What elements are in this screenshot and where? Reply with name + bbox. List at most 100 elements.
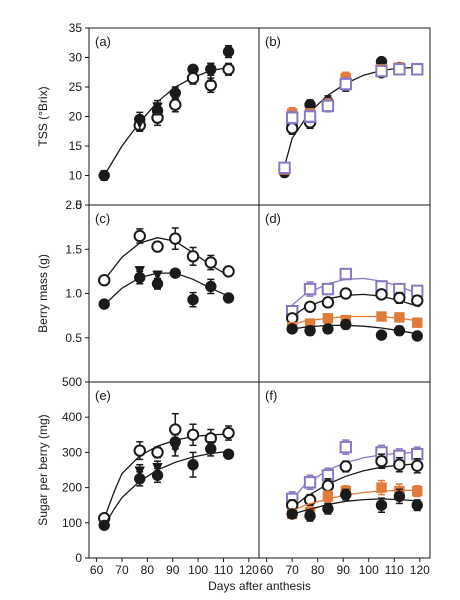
data-point-open-square [411, 447, 424, 461]
data-point-open-square [339, 77, 352, 91]
plot-marks [98, 44, 424, 531]
data-point-filled-square [304, 318, 316, 329]
x-tick-label: 90 [337, 563, 351, 577]
y-tick-label: 2.0 [65, 198, 82, 212]
x-tick-label: 90 [166, 563, 180, 577]
data-point-open-circle [375, 455, 388, 468]
panel-labels: (a) (b) (c) (d) (e) (f) [95, 34, 281, 403]
panel-frame [88, 204, 260, 383]
y-axis-label-sugar: Sugar per berry (mg) [36, 414, 50, 525]
y-tick-label: 20 [69, 110, 83, 124]
data-point-open-circle [375, 288, 388, 301]
data-point-filled-circle [322, 323, 334, 335]
data-point-filled-circle [304, 324, 316, 337]
data-point-filled-triangle [170, 443, 181, 455]
data-point-filled-circle [304, 510, 316, 522]
panel-frame [258, 381, 431, 559]
data-point-filled-square [322, 491, 334, 502]
data-point-filled-circle [393, 490, 406, 503]
data-point-open-circle [339, 460, 352, 473]
data-point-open-circle [133, 444, 146, 457]
data-point-open-square [278, 161, 291, 175]
y-tick-label: 200 [62, 481, 82, 495]
data-point-open-circle [222, 265, 235, 278]
y-tick-label: 25 [69, 80, 83, 94]
panel-label: (c) [95, 211, 110, 226]
data-point-filled-circle [393, 324, 406, 337]
data-point-filled-circle [340, 488, 352, 501]
y-tick-label: 15 [69, 139, 83, 153]
y-tick-label: 1.0 [65, 287, 82, 301]
data-point-filled-circle [98, 169, 110, 182]
y-tick-label: 100 [62, 516, 82, 530]
data-point-open-square [375, 64, 388, 78]
x-tick-label: 100 [359, 563, 379, 577]
x-tick-label: 80 [311, 563, 325, 577]
data-point-open-circle [411, 294, 424, 307]
data-point-filled-square [412, 485, 423, 497]
data-point-open-square [303, 110, 317, 123]
x-tick-label: 70 [285, 563, 299, 577]
x-tick-label: 80 [141, 563, 155, 577]
data-point-filled-circle [222, 45, 235, 58]
data-point-open-circle [285, 312, 299, 325]
data-point-open-circle [321, 479, 335, 493]
x-tick-label: 60 [90, 563, 104, 577]
data-point-filled-square [394, 312, 405, 323]
x-tick-label: 120 [239, 563, 259, 577]
x-tick-label: 60 [260, 563, 274, 577]
y-tick-label: 35 [69, 21, 83, 35]
x-tick-label: 110 [385, 563, 404, 577]
data-point-open-circle [151, 446, 164, 459]
data-point-open-circle [186, 250, 200, 263]
data-point-open-circle [169, 98, 182, 111]
data-point-filled-square [376, 482, 387, 493]
data-point-open-circle [321, 296, 335, 309]
data-point-filled-circle [322, 503, 334, 515]
y-axis-label-tss: TSS (°Brix) [36, 86, 50, 146]
panel-label: (f) [265, 388, 277, 403]
data-point-open-circle [393, 291, 406, 305]
data-point-open-square [393, 63, 406, 76]
fit-curve [103, 433, 229, 519]
x-axis-label: Days after anthesis [208, 579, 311, 593]
axes-ticks: 5 10 15 20 25 30 35 0.5 1.0 1.5 2.0 0 100 200 300 400 50… [62, 21, 430, 577]
data-point-open-circle [151, 240, 164, 253]
data-point-filled-triangle [205, 67, 216, 78]
y-tick-label: 400 [62, 410, 82, 424]
data-point-filled-circle [205, 443, 217, 455]
data-point-filled-circle [187, 293, 199, 306]
data-point-filled-circle [187, 459, 199, 471]
data-point-open-square [339, 440, 352, 454]
data-point-filled-circle [340, 318, 352, 331]
x-tick-label: 100 [188, 563, 208, 577]
data-point-filled-circle [375, 329, 388, 341]
data-point-filled-triangle [134, 118, 145, 129]
data-point-open-circle [169, 423, 182, 436]
data-point-open-circle [411, 459, 424, 472]
data-point-open-square [339, 267, 352, 281]
y-tick-label: 0 [75, 551, 82, 565]
data-point-open-circle [186, 428, 200, 441]
panel-label: (e) [95, 388, 111, 403]
data-point-open-square [321, 99, 335, 113]
y-axis-label-berry-mass: Berry mass (g) [36, 254, 50, 333]
data-point-filled-triangle [134, 266, 145, 277]
data-point-filled-triangle [134, 466, 145, 477]
data-point-open-circle [222, 426, 235, 440]
data-point-filled-circle [375, 499, 388, 511]
y-tick-label: 30 [69, 51, 83, 65]
data-point-filled-square [412, 317, 423, 328]
data-point-filled-triangle [152, 102, 163, 113]
x-tick-label: 120 [410, 563, 430, 577]
data-point-open-circle [393, 458, 406, 471]
data-point-open-square [285, 111, 299, 124]
data-point-filled-circle [222, 448, 235, 460]
panel-frame [88, 27, 260, 206]
data-point-filled-circle [205, 280, 217, 293]
y-tick-label: 10 [69, 169, 83, 183]
y-tick-label: 1.5 [65, 242, 82, 256]
fit-curve [103, 450, 229, 526]
data-point-open-square [303, 476, 317, 489]
